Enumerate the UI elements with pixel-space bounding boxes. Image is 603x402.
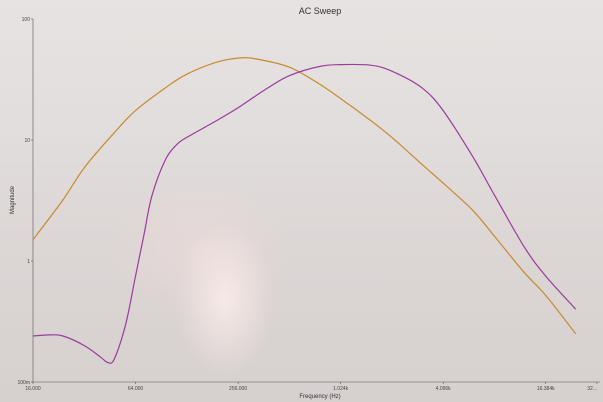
- x-tick-label: 64.000: [128, 386, 144, 392]
- x-tick-label: 32...: [587, 386, 597, 392]
- x-tick-label: 16.000: [25, 386, 41, 392]
- x-tick-label: 256.000: [229, 386, 247, 392]
- series-line-2: [32, 63, 577, 364]
- y-axis-ticks: 100m 1 10 100: [17, 17, 33, 386]
- x-axis-ticks: 16.000 64.000 256.000 1.024k 4.096k 16.384k 32…: [25, 382, 598, 392]
- series-layer: [32, 57, 577, 364]
- series-line-1: [32, 57, 577, 335]
- y-axis-label: Magnitude: [10, 185, 16, 214]
- x-axis-label: Frequency (Hz): [299, 394, 340, 400]
- chart-title: AC Sweep: [299, 6, 342, 16]
- y-tick-label: 1: [27, 259, 30, 265]
- y-tick-label: 100: [22, 17, 31, 23]
- y-tick-label: 100m: [17, 380, 30, 386]
- x-tick-label: 4.096k: [436, 386, 452, 392]
- x-tick-label: 1.024k: [333, 386, 349, 392]
- y-tick-label: 10: [24, 138, 30, 144]
- x-tick-label: 16.384k: [537, 386, 555, 392]
